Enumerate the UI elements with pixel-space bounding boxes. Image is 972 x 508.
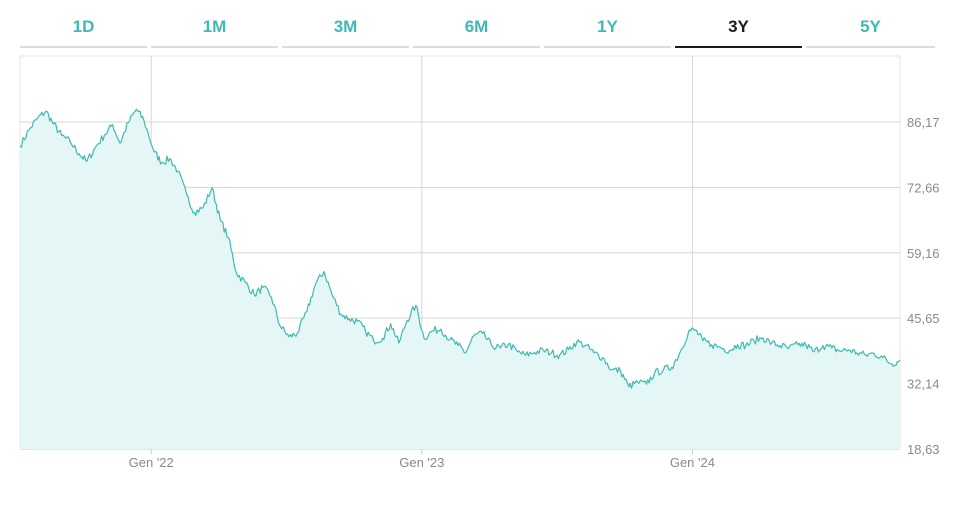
tab-5y[interactable]: 5Y (806, 0, 935, 48)
tab-1y[interactable]: 1Y (544, 0, 671, 48)
tab-1d[interactable]: 1D (20, 0, 147, 48)
time-range-tabs: 1D 1M 3M 6M 1Y 3Y 5Y (20, 0, 935, 50)
y-tick-label: 18,63 (907, 442, 940, 457)
axes: 86,17 72,66 59,16 45,65 32,14 18,63 Gen '22 Gen… (129, 115, 940, 470)
tab-1m[interactable]: 1M (151, 0, 278, 48)
y-tick-label: 45,65 (907, 311, 940, 326)
tab-3y[interactable]: 3Y (675, 0, 802, 48)
y-tick-label: 32,14 (907, 377, 940, 392)
y-tick-label: 72,66 (907, 180, 940, 195)
tab-3m[interactable]: 3M (282, 0, 409, 48)
x-tick-label: Gen '24 (670, 455, 715, 470)
price-line (19, 108, 901, 389)
y-tick-label: 59,16 (907, 246, 940, 261)
tab-6m[interactable]: 6M (413, 0, 540, 48)
x-tick-label: Gen '22 (129, 455, 174, 470)
x-tick-label: Gen '23 (399, 455, 444, 470)
price-area (20, 109, 900, 450)
y-tick-label: 86,17 (907, 115, 940, 130)
